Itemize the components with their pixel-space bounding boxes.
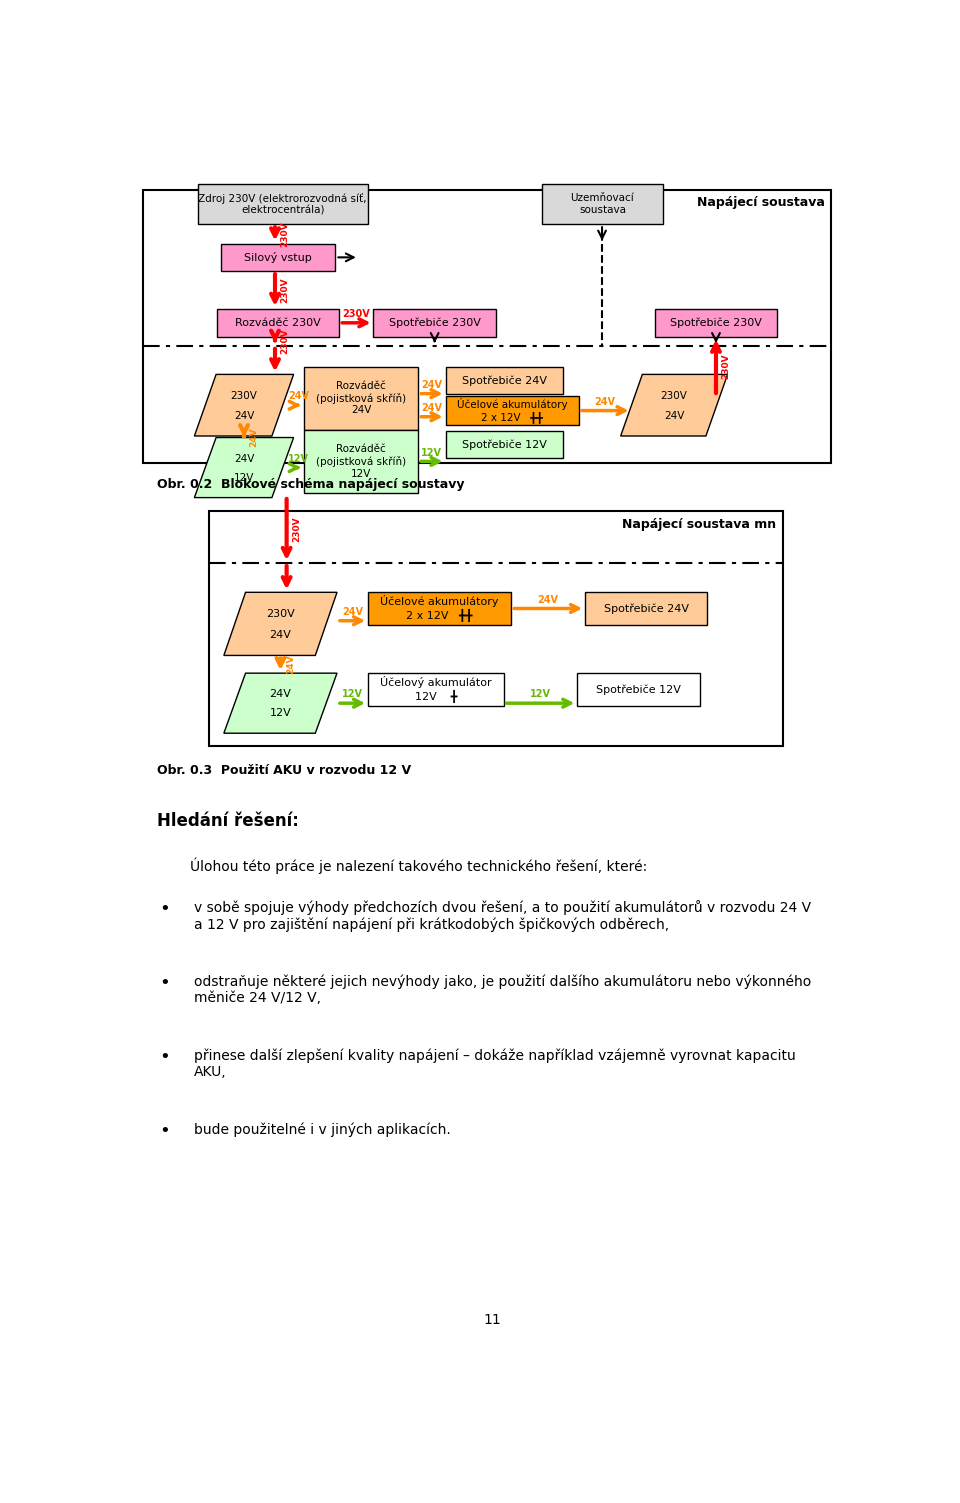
Text: Spotřebiče 230V: Spotřebiče 230V bbox=[389, 317, 481, 328]
Bar bbox=[209, 511, 782, 747]
Text: bude použitelné i v jiných aplikacích.: bude použitelné i v jiných aplikacích. bbox=[194, 1123, 450, 1136]
Text: Silový vstup: Silový vstup bbox=[244, 253, 312, 263]
Bar bbox=[655, 310, 778, 337]
Text: 230V: 230V bbox=[660, 391, 687, 401]
Text: Účelový akumulátor
12V    ╋: Účelový akumulátor 12V ╋ bbox=[380, 676, 492, 703]
Text: 230V: 230V bbox=[343, 310, 371, 319]
Polygon shape bbox=[194, 374, 294, 436]
Text: Spotřebiče 24V: Spotřebiče 24V bbox=[604, 603, 688, 613]
Text: 24V: 24V bbox=[421, 403, 443, 413]
Bar bbox=[221, 243, 335, 271]
Bar bbox=[445, 395, 579, 425]
Text: odstraňuje některé jejich nevýhody jako, je použití dalšího akumulátoru nebo výk: odstraňuje některé jejich nevýhody jako,… bbox=[194, 974, 811, 1006]
Text: 24V: 24V bbox=[421, 380, 443, 389]
Text: 230V: 230V bbox=[280, 277, 289, 304]
Text: Rozváděč 230V: Rozváděč 230V bbox=[235, 317, 321, 328]
Text: 12V: 12V bbox=[270, 708, 291, 718]
Text: 24V: 24V bbox=[250, 427, 258, 446]
Polygon shape bbox=[224, 673, 337, 733]
Bar bbox=[303, 367, 419, 430]
Text: Napájecí soustava mn: Napájecí soustava mn bbox=[622, 517, 777, 531]
Text: 230V: 230V bbox=[721, 353, 731, 379]
Bar bbox=[368, 592, 512, 625]
Polygon shape bbox=[224, 592, 337, 655]
Text: v sobě spojuje výhody předchozích dvou řešení, a to použití akumulátorů v rozvod: v sobě spojuje výhody předchozích dvou ř… bbox=[194, 900, 811, 932]
Text: Spotřebiče 230V: Spotřebiče 230V bbox=[670, 317, 762, 328]
Text: •: • bbox=[159, 974, 170, 992]
Text: 24V: 24V bbox=[342, 607, 363, 616]
Text: 24V: 24V bbox=[234, 412, 254, 421]
Text: Obr. 0.3  Použití AKU v rozvodu 12 V: Obr. 0.3 Použití AKU v rozvodu 12 V bbox=[157, 764, 411, 777]
Text: 24V: 24V bbox=[270, 690, 292, 699]
Text: •: • bbox=[159, 1048, 170, 1066]
Text: 24V: 24V bbox=[594, 397, 615, 407]
Text: Spotřebiče 12V: Spotřebiče 12V bbox=[596, 684, 681, 694]
Text: přinese další zlepšení kvality napájení – dokáže například vzájemně vyrovnat kap: přinese další zlepšení kvality napájení … bbox=[194, 1048, 796, 1079]
Text: Obr. 0.2  Blokové schéma napájecí soustavy: Obr. 0.2 Blokové schéma napájecí soustav… bbox=[157, 478, 465, 491]
Text: Spotřebiče 12V: Spotřebiče 12V bbox=[462, 439, 547, 449]
Text: Zdroj 230V (elektrorozvodná síť,
elektrocentrála): Zdroj 230V (elektrorozvodná síť, elektro… bbox=[199, 192, 367, 215]
Text: 24V: 24V bbox=[234, 454, 254, 463]
Text: Uzemňovací
soustava: Uzemňovací soustava bbox=[570, 194, 635, 215]
Bar bbox=[368, 673, 504, 705]
Bar bbox=[303, 430, 419, 493]
Bar bbox=[445, 367, 564, 394]
Text: 230V: 230V bbox=[266, 609, 295, 619]
Bar bbox=[542, 185, 662, 224]
Text: Hledání řešení:: Hledání řešení: bbox=[157, 812, 300, 830]
Text: 12V: 12V bbox=[421, 448, 443, 457]
Text: Spotřebiče 24V: Spotřebiče 24V bbox=[462, 376, 547, 386]
Text: Účelové akumulátory
2 x 12V   ╋╋: Účelové akumulátory 2 x 12V ╋╋ bbox=[380, 595, 499, 622]
Text: 24V: 24V bbox=[664, 412, 684, 421]
Text: 11: 11 bbox=[483, 1314, 501, 1327]
Bar bbox=[373, 310, 496, 337]
Text: 24V: 24V bbox=[288, 391, 309, 401]
Text: 12V: 12V bbox=[234, 473, 254, 484]
Text: 24V: 24V bbox=[538, 595, 559, 604]
Text: •: • bbox=[159, 900, 170, 918]
Text: 230V: 230V bbox=[292, 517, 301, 543]
Text: 12V: 12V bbox=[530, 690, 551, 699]
Text: Rozváděč
(pojistková skříň)
12V: Rozváděč (pojistková skříň) 12V bbox=[316, 445, 406, 478]
Text: 24V: 24V bbox=[286, 654, 295, 675]
Polygon shape bbox=[621, 374, 728, 436]
Text: Účelové akumulátory
2 x 12V   ╋╋: Účelové akumulátory 2 x 12V ╋╋ bbox=[457, 398, 567, 424]
Text: 12V: 12V bbox=[288, 454, 309, 464]
Text: Napájecí soustava: Napájecí soustava bbox=[697, 195, 826, 209]
Bar bbox=[198, 185, 368, 224]
Text: 230V: 230V bbox=[280, 329, 289, 355]
Text: Úlohou této práce je nalezení takového technického řešení, které:: Úlohou této práce je nalezení takového t… bbox=[190, 858, 647, 875]
Text: 230V: 230V bbox=[280, 221, 289, 246]
Bar bbox=[445, 431, 564, 458]
Bar bbox=[143, 189, 831, 463]
Text: •: • bbox=[159, 1123, 170, 1141]
Bar bbox=[585, 592, 708, 625]
Text: 230V: 230V bbox=[230, 391, 257, 401]
Text: Rozváděč
(pojistková skříň)
24V: Rozváděč (pojistková skříň) 24V bbox=[316, 382, 406, 415]
Bar bbox=[577, 673, 700, 705]
Polygon shape bbox=[194, 437, 294, 497]
Text: 12V: 12V bbox=[342, 690, 363, 699]
Text: 24V: 24V bbox=[270, 630, 292, 640]
Bar bbox=[217, 310, 339, 337]
